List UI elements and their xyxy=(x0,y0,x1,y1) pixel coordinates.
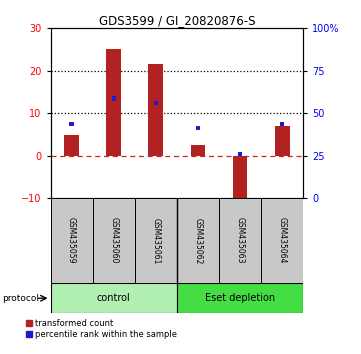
Bar xyxy=(196,126,200,130)
Bar xyxy=(261,198,303,283)
Text: GSM435063: GSM435063 xyxy=(236,217,244,264)
Text: GSM435064: GSM435064 xyxy=(278,217,287,264)
Bar xyxy=(177,198,219,283)
Text: GSM435059: GSM435059 xyxy=(67,217,76,264)
Bar xyxy=(106,49,121,156)
Bar xyxy=(148,64,163,156)
Bar xyxy=(238,152,242,156)
Bar xyxy=(51,283,177,313)
Bar xyxy=(275,126,290,156)
Bar xyxy=(219,198,261,283)
Text: GSM435061: GSM435061 xyxy=(151,217,160,264)
Legend: transformed count, percentile rank within the sample: transformed count, percentile rank withi… xyxy=(26,319,177,339)
Bar xyxy=(135,198,177,283)
Bar xyxy=(69,122,74,126)
Title: GDS3599 / GI_20820876-S: GDS3599 / GI_20820876-S xyxy=(99,14,255,27)
Bar xyxy=(51,198,93,283)
Bar xyxy=(154,101,158,105)
Bar xyxy=(64,135,79,156)
Bar xyxy=(191,145,205,156)
Bar xyxy=(177,283,303,313)
Bar xyxy=(93,198,135,283)
Text: GSM435060: GSM435060 xyxy=(109,217,118,264)
Bar xyxy=(233,156,247,202)
Text: Eset depletion: Eset depletion xyxy=(205,293,275,303)
Text: control: control xyxy=(97,293,131,303)
Bar xyxy=(280,122,284,126)
Text: protocol: protocol xyxy=(2,294,39,303)
Text: GSM435062: GSM435062 xyxy=(193,217,203,264)
Bar xyxy=(112,96,116,101)
